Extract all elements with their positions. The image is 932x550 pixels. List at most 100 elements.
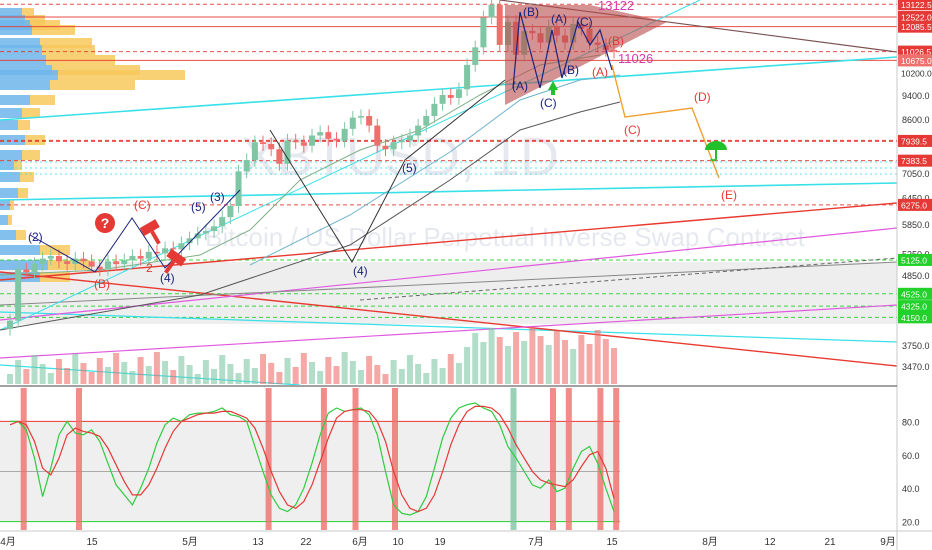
candle-body[interactable]	[431, 103, 438, 117]
candle-body[interactable]	[415, 125, 422, 136]
candle-body[interactable]	[455, 89, 462, 98]
candle-body[interactable]	[366, 116, 373, 126]
volume-bar	[341, 352, 348, 384]
wave-label: (B)	[523, 5, 539, 19]
price-badge-label: 10200.0	[901, 68, 932, 78]
volume-bar	[129, 371, 136, 384]
volume-bar	[113, 353, 120, 384]
candle-body[interactable]	[23, 269, 30, 273]
candle-body[interactable]	[227, 205, 234, 218]
candle-body[interactable]	[276, 149, 283, 164]
candle-body[interactable]	[186, 238, 193, 244]
time-axis-tick: 21	[824, 537, 836, 548]
question-icon[interactable]: ?	[95, 213, 115, 233]
candle-body[interactable]	[178, 243, 185, 250]
candle-body[interactable]	[251, 142, 258, 161]
candle-body[interactable]	[64, 261, 71, 264]
volume-profile-bar	[20, 172, 34, 182]
candle-body[interactable]	[170, 248, 177, 250]
candle-body[interactable]	[284, 140, 291, 164]
candle-body[interactable]	[121, 260, 128, 264]
time-axis[interactable]: 4月 15 5月 13 22 6月 10 19 7月 15 8月 12 21 9月	[0, 536, 896, 548]
volume-bar	[447, 354, 454, 384]
candle-body[interactable]	[47, 256, 54, 259]
volume-bar	[586, 344, 593, 384]
candle-body[interactable]	[31, 263, 38, 273]
trend-line	[0, 202, 897, 281]
price-badge-label: 5125.0	[901, 255, 927, 265]
candle-body[interactable]	[55, 256, 62, 262]
stoch-axis-tick: 40.0	[902, 484, 920, 494]
candle-body[interactable]	[472, 47, 479, 65]
stochastic-pane[interactable]	[0, 388, 620, 530]
candle-body[interactable]	[15, 269, 22, 321]
trend-line	[0, 271, 897, 367]
price-axis[interactable]: 9400.08600.07050.06450.05850.05250.04850…	[898, 0, 932, 372]
candle-body[interactable]	[300, 142, 307, 146]
candle-body[interactable]	[260, 142, 267, 145]
candle-body[interactable]	[202, 231, 209, 234]
time-axis-tick: 8月	[702, 536, 718, 548]
candle-body[interactable]	[88, 261, 95, 267]
candle-body[interactable]	[447, 95, 454, 98]
main-price-pane[interactable]	[0, 0, 897, 385]
candle-body[interactable]	[317, 132, 324, 136]
candle-body[interactable]	[194, 233, 201, 239]
candle-body[interactable]	[611, 49, 617, 52]
candle-body[interactable]	[243, 160, 250, 172]
wave-label: (A)	[551, 12, 567, 26]
candle-body[interactable]	[235, 171, 242, 206]
stoch-signal-bar	[265, 388, 272, 530]
candle-body[interactable]	[325, 132, 332, 139]
candle-body[interactable]	[390, 142, 397, 150]
candle-body[interactable]	[357, 116, 364, 118]
volume-bar	[439, 368, 446, 384]
candle-body[interactable]	[104, 261, 111, 270]
candle-body[interactable]	[374, 125, 381, 146]
candle-body[interactable]	[96, 266, 103, 270]
price-axis-tick: 4850.0	[902, 271, 930, 281]
candle-body[interactable]	[480, 17, 487, 48]
volume-bar	[325, 357, 332, 384]
candle-body[interactable]	[398, 140, 405, 143]
candle-body[interactable]	[7, 320, 13, 329]
price-badge	[898, 287, 932, 300]
volume-bar	[7, 374, 13, 384]
volume-bar	[178, 356, 185, 384]
peak-price-label: 13122	[598, 0, 634, 13]
volume-profile-bar	[42, 45, 95, 55]
candle-body[interactable]	[423, 116, 430, 126]
candle-body[interactable]	[382, 145, 389, 150]
price-badge	[898, 0, 932, 11]
candle-body[interactable]	[162, 248, 169, 254]
candle-body[interactable]	[464, 64, 471, 90]
candle-body[interactable]	[341, 128, 348, 141]
candle-body[interactable]	[309, 135, 315, 146]
candle-body[interactable]	[145, 251, 152, 259]
candle-body[interactable]	[333, 138, 340, 141]
volume-bar	[186, 365, 193, 384]
candle-body[interactable]	[39, 258, 46, 264]
candle-body[interactable]	[153, 251, 160, 254]
candle-body[interactable]	[80, 258, 87, 262]
candle-body[interactable]	[406, 135, 413, 141]
time-axis-tick: 15	[86, 537, 98, 548]
candle-body[interactable]	[292, 140, 299, 143]
candle-body[interactable]	[129, 256, 136, 261]
candle-body[interactable]	[488, 4, 495, 18]
volume-bar	[88, 372, 95, 384]
candle-body[interactable]	[113, 261, 120, 264]
volume-profile-bar	[16, 230, 26, 240]
volume-bar	[309, 362, 315, 384]
candle-body[interactable]	[137, 256, 144, 259]
volume-bar	[333, 366, 340, 384]
candle-body[interactable]	[219, 217, 226, 227]
candle-body[interactable]	[268, 144, 275, 150]
candle-body[interactable]	[496, 4, 503, 45]
candle-body[interactable]	[439, 95, 446, 104]
volume-bar	[390, 360, 397, 384]
moving-average-line	[0, 101, 621, 331]
candle-body[interactable]	[211, 226, 218, 232]
candle-body[interactable]	[349, 117, 356, 129]
